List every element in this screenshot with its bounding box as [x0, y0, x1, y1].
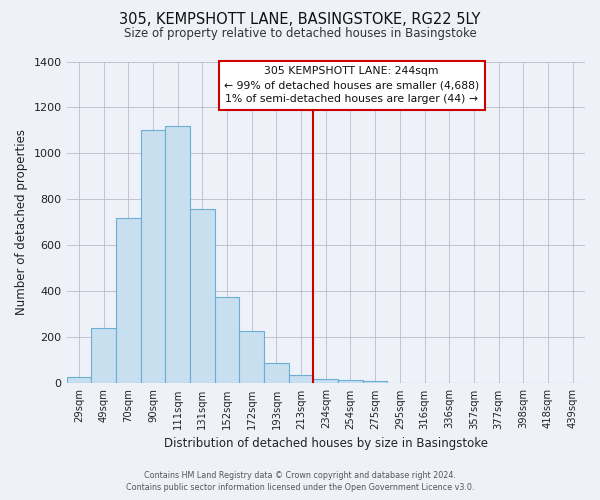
- Text: 305 KEMPSHOTT LANE: 244sqm
← 99% of detached houses are smaller (4,688)
1% of se: 305 KEMPSHOTT LANE: 244sqm ← 99% of deta…: [224, 66, 479, 104]
- Bar: [363, 381, 388, 384]
- Bar: [338, 380, 363, 384]
- Bar: [264, 362, 289, 384]
- Text: Size of property relative to detached houses in Basingstoke: Size of property relative to detached ho…: [124, 28, 476, 40]
- Bar: [116, 218, 140, 384]
- Y-axis label: Number of detached properties: Number of detached properties: [15, 130, 28, 316]
- Bar: [215, 297, 239, 384]
- Bar: [313, 379, 338, 384]
- Text: Contains HM Land Registry data © Crown copyright and database right 2024.
Contai: Contains HM Land Registry data © Crown c…: [126, 471, 474, 492]
- Bar: [289, 376, 313, 384]
- Bar: [239, 331, 264, 384]
- Text: 305, KEMPSHOTT LANE, BASINGSTOKE, RG22 5LY: 305, KEMPSHOTT LANE, BASINGSTOKE, RG22 5…: [119, 12, 481, 28]
- Bar: [91, 328, 116, 384]
- Bar: [165, 126, 190, 384]
- Bar: [140, 130, 165, 384]
- X-axis label: Distribution of detached houses by size in Basingstoke: Distribution of detached houses by size …: [164, 437, 488, 450]
- Bar: [190, 208, 215, 384]
- Bar: [67, 376, 91, 384]
